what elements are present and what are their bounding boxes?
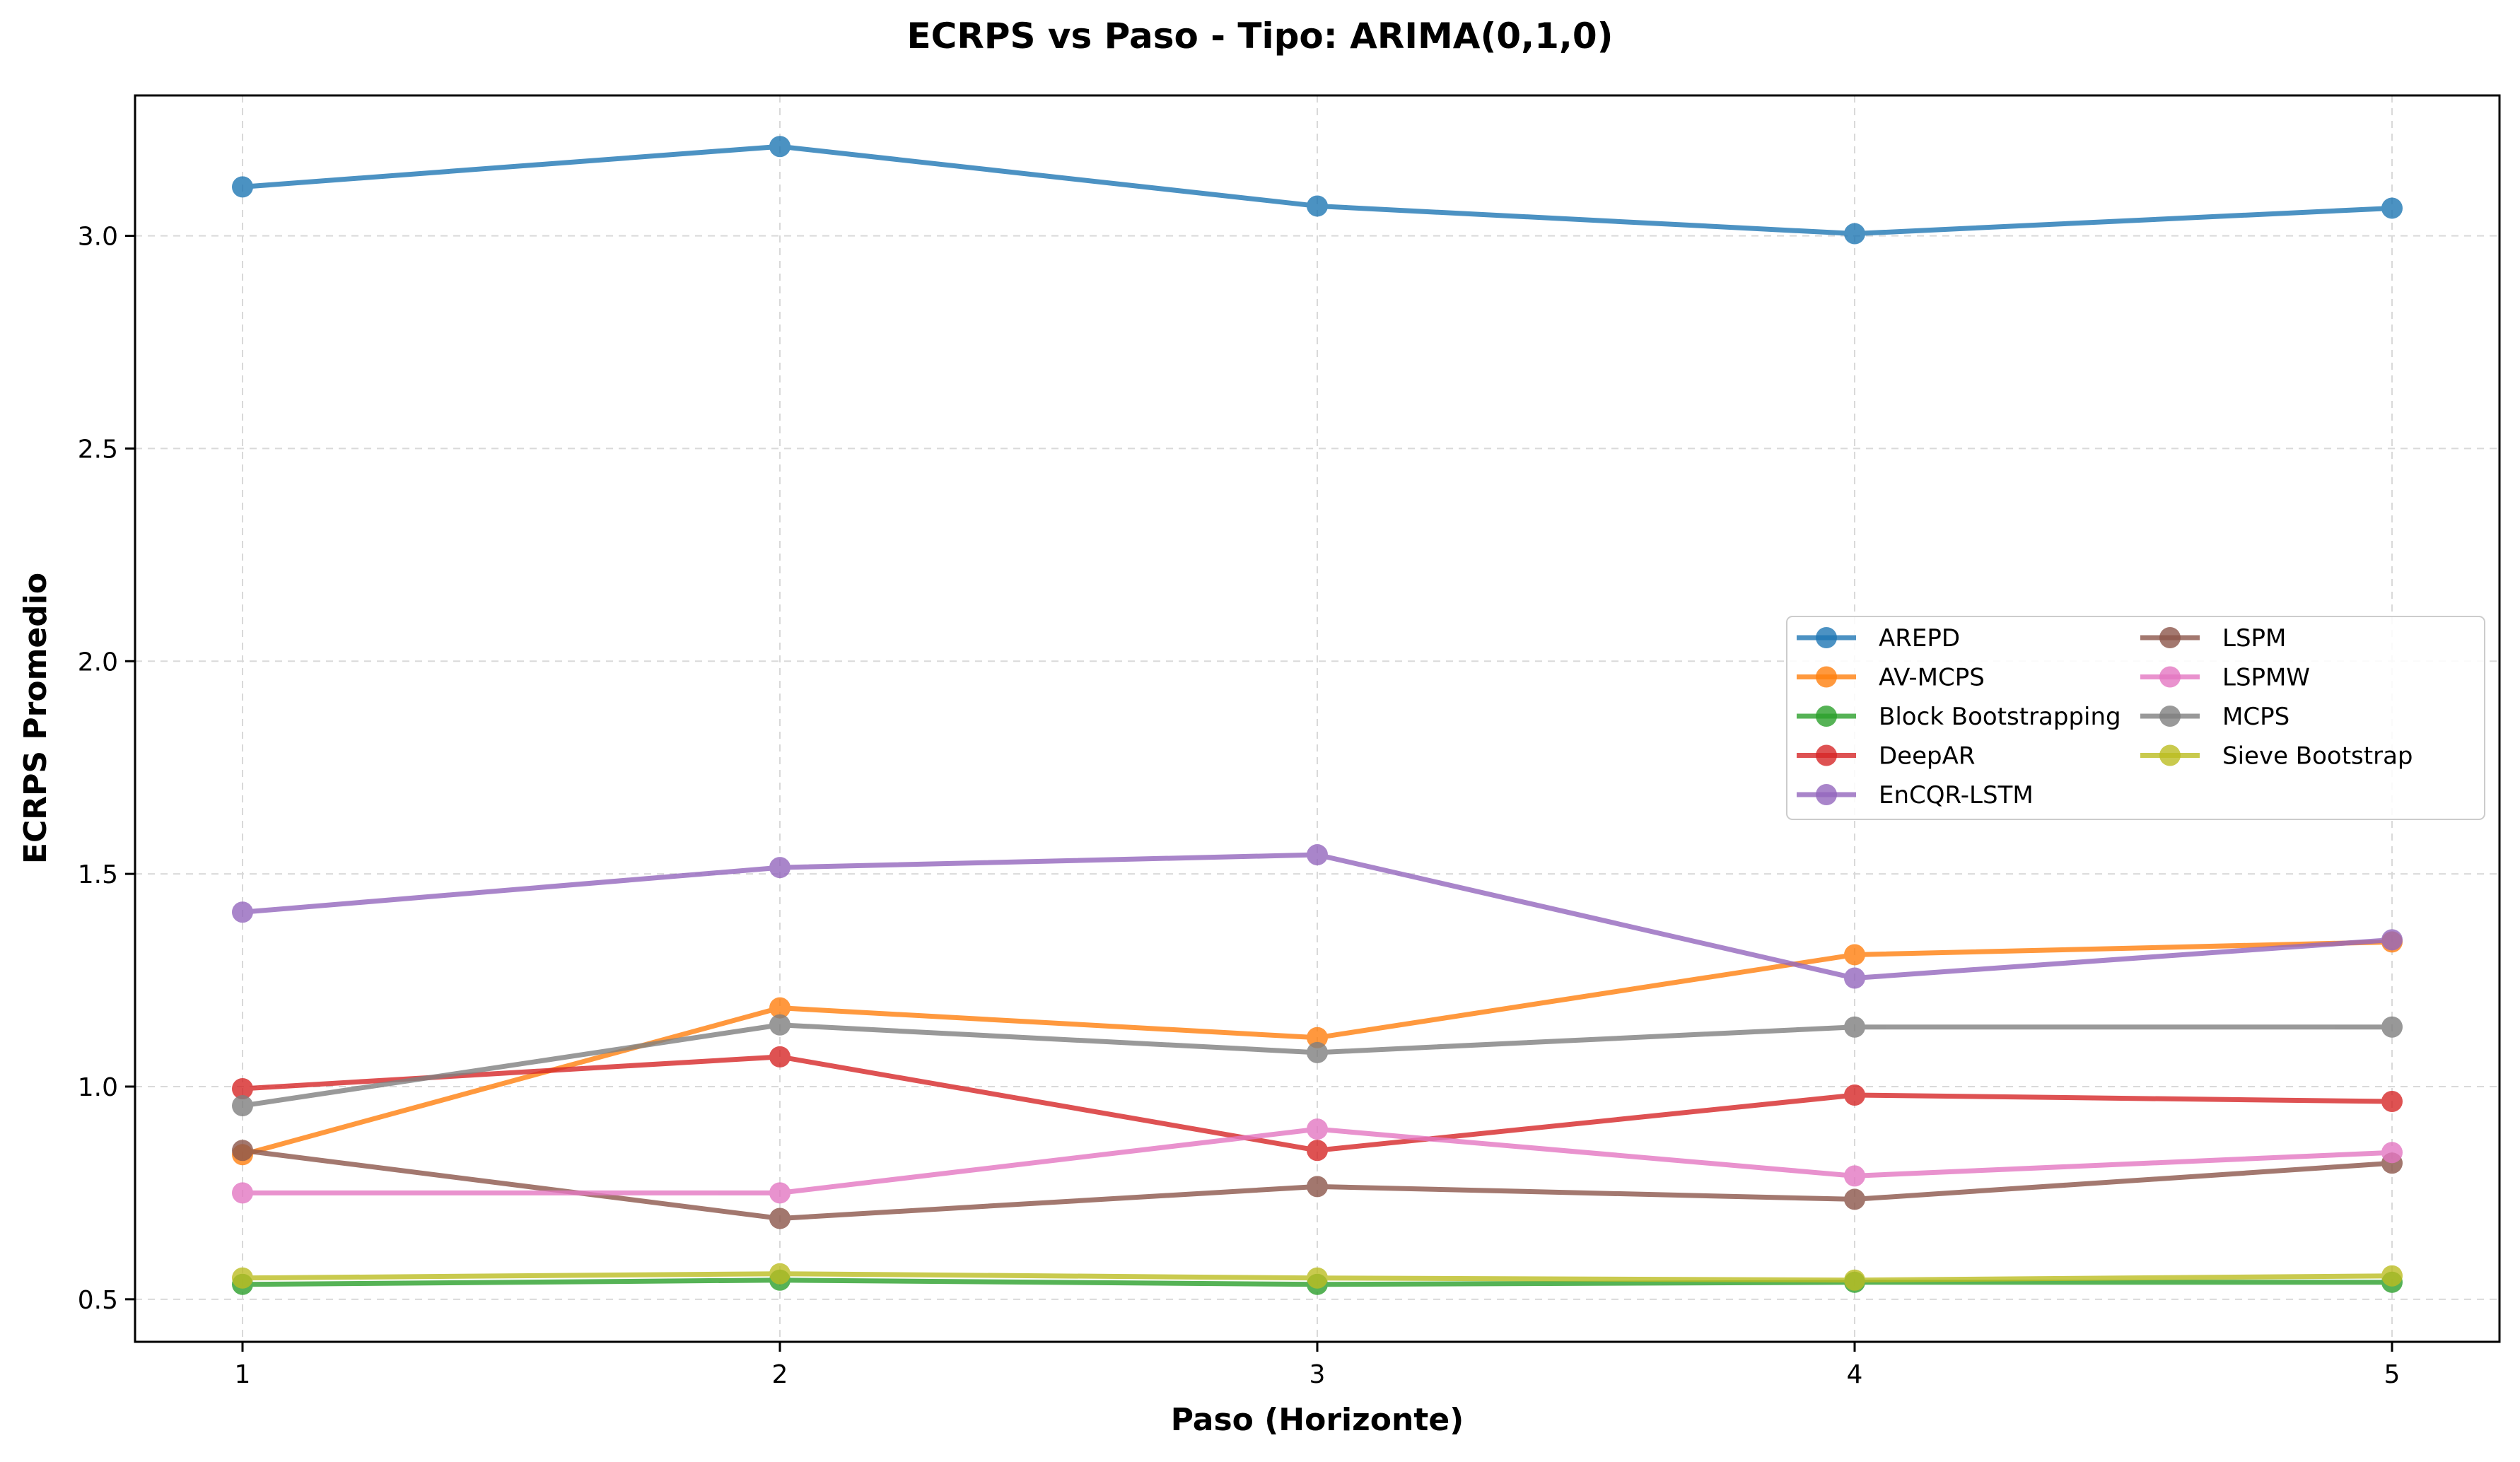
data-point bbox=[769, 857, 791, 879]
data-point bbox=[1844, 1188, 1865, 1210]
data-point bbox=[232, 1182, 253, 1204]
series-lspm bbox=[232, 1140, 2403, 1229]
series-arepd bbox=[232, 136, 2403, 245]
data-point bbox=[232, 901, 253, 923]
data-point bbox=[232, 1077, 253, 1099]
data-point bbox=[2381, 1265, 2403, 1287]
y-tick-label: 2.0 bbox=[78, 648, 118, 677]
legend-label: LSPMW bbox=[2222, 664, 2310, 692]
legend-entry: Block Bootstrapping bbox=[1797, 703, 2121, 731]
data-point bbox=[1307, 844, 1328, 866]
data-point bbox=[769, 1263, 791, 1285]
legend-marker bbox=[2159, 744, 2181, 766]
y-tick-label: 3.0 bbox=[78, 223, 118, 252]
legend-entry: EnCQR-LSTM bbox=[1797, 781, 2034, 809]
data-point bbox=[1844, 1269, 1865, 1291]
data-point bbox=[2381, 1091, 2403, 1113]
data-point bbox=[232, 1267, 253, 1289]
data-point bbox=[769, 1014, 791, 1036]
data-point bbox=[769, 1182, 791, 1204]
legend-label: Sieve Bootstrap bbox=[2222, 742, 2413, 771]
legend-label: EnCQR-LSTM bbox=[1879, 781, 2034, 809]
legend-label: LSPM bbox=[2222, 624, 2286, 653]
grid-layer bbox=[135, 95, 2499, 1342]
tick-layer: 1 2 3 4 5 0.5 1.0 1.5 2.0 2.5 3.0 bbox=[78, 223, 2401, 1389]
data-point bbox=[1844, 223, 1865, 245]
legend-entry: DeepAR bbox=[1797, 742, 1975, 771]
x-axis-label: Paso (Horizonte) bbox=[1171, 1402, 1464, 1438]
series-lspmw bbox=[232, 1118, 2403, 1204]
legend-entry: AREPD bbox=[1797, 624, 1960, 653]
legend-marker bbox=[1816, 784, 1837, 805]
x-tick-label: 2 bbox=[772, 1360, 788, 1389]
data-point bbox=[1844, 967, 1865, 989]
legend-label: AREPD bbox=[1879, 624, 1960, 653]
legend-entry: LSPMW bbox=[2140, 664, 2310, 692]
data-point bbox=[232, 1140, 253, 1162]
data-point bbox=[1844, 944, 1865, 966]
legend-entry: AV-MCPS bbox=[1797, 664, 1985, 692]
series-encqr-lstm bbox=[232, 844, 2403, 989]
legend-entry: MCPS bbox=[2140, 703, 2289, 731]
y-tick-label: 1.0 bbox=[78, 1073, 118, 1102]
data-point bbox=[1307, 1118, 1328, 1140]
legend-marker bbox=[1816, 744, 1837, 766]
data-point bbox=[2381, 197, 2403, 219]
data-point bbox=[232, 1095, 253, 1117]
data-point bbox=[1844, 1165, 1865, 1187]
legend-entry: LSPM bbox=[2140, 624, 2286, 653]
data-point bbox=[769, 1207, 791, 1229]
legend-label: MCPS bbox=[2222, 703, 2289, 731]
data-point bbox=[2381, 1016, 2403, 1038]
legend-label: AV-MCPS bbox=[1879, 664, 1985, 692]
data-point bbox=[1307, 1027, 1328, 1048]
data-point bbox=[1844, 1016, 1865, 1038]
data-point bbox=[1307, 1176, 1328, 1198]
legend-marker bbox=[1816, 627, 1837, 648]
data-point bbox=[232, 176, 253, 198]
data-point bbox=[769, 1046, 791, 1068]
series-layer bbox=[232, 136, 2403, 1295]
legend-label: DeepAR bbox=[1879, 742, 1975, 771]
y-axis-label: ECRPS Promedio bbox=[18, 573, 54, 864]
y-tick-label: 1.5 bbox=[78, 860, 118, 889]
legend-marker bbox=[2159, 706, 2181, 727]
series-sieve-bootstrap bbox=[232, 1263, 2403, 1291]
x-tick-label: 3 bbox=[1309, 1360, 1326, 1389]
data-point bbox=[769, 136, 791, 158]
y-tick-label: 0.5 bbox=[78, 1286, 118, 1315]
data-point bbox=[2381, 1142, 2403, 1164]
data-point bbox=[1844, 1084, 1865, 1106]
series-mcps bbox=[232, 1014, 2403, 1117]
data-point bbox=[1307, 1041, 1328, 1063]
legend-marker bbox=[2159, 627, 2181, 648]
data-point bbox=[2381, 929, 2403, 951]
data-point bbox=[769, 997, 791, 1019]
series-deepar bbox=[232, 1046, 2403, 1162]
data-point bbox=[1307, 1267, 1328, 1289]
legend-box bbox=[1786, 616, 2485, 820]
legend: AREPD AV-MCPS Block Bootstrapping DeepAR EnC… bbox=[1786, 616, 2485, 820]
legend-marker bbox=[1816, 706, 1837, 727]
legend-label: Block Bootstrapping bbox=[1879, 703, 2121, 731]
data-point bbox=[1307, 1140, 1328, 1162]
legend-marker bbox=[2159, 666, 2181, 688]
x-tick-label: 5 bbox=[2384, 1360, 2401, 1389]
x-tick-label: 1 bbox=[235, 1360, 251, 1389]
legend-marker bbox=[1816, 666, 1837, 688]
x-tick-label: 4 bbox=[1847, 1360, 1863, 1389]
y-tick-label: 2.5 bbox=[78, 435, 118, 464]
data-point bbox=[1307, 195, 1328, 217]
chart-title: ECRPS vs Paso - Tipo: ARIMA(0,1,0) bbox=[907, 16, 1614, 57]
legend-entry: Sieve Bootstrap bbox=[2140, 742, 2413, 771]
